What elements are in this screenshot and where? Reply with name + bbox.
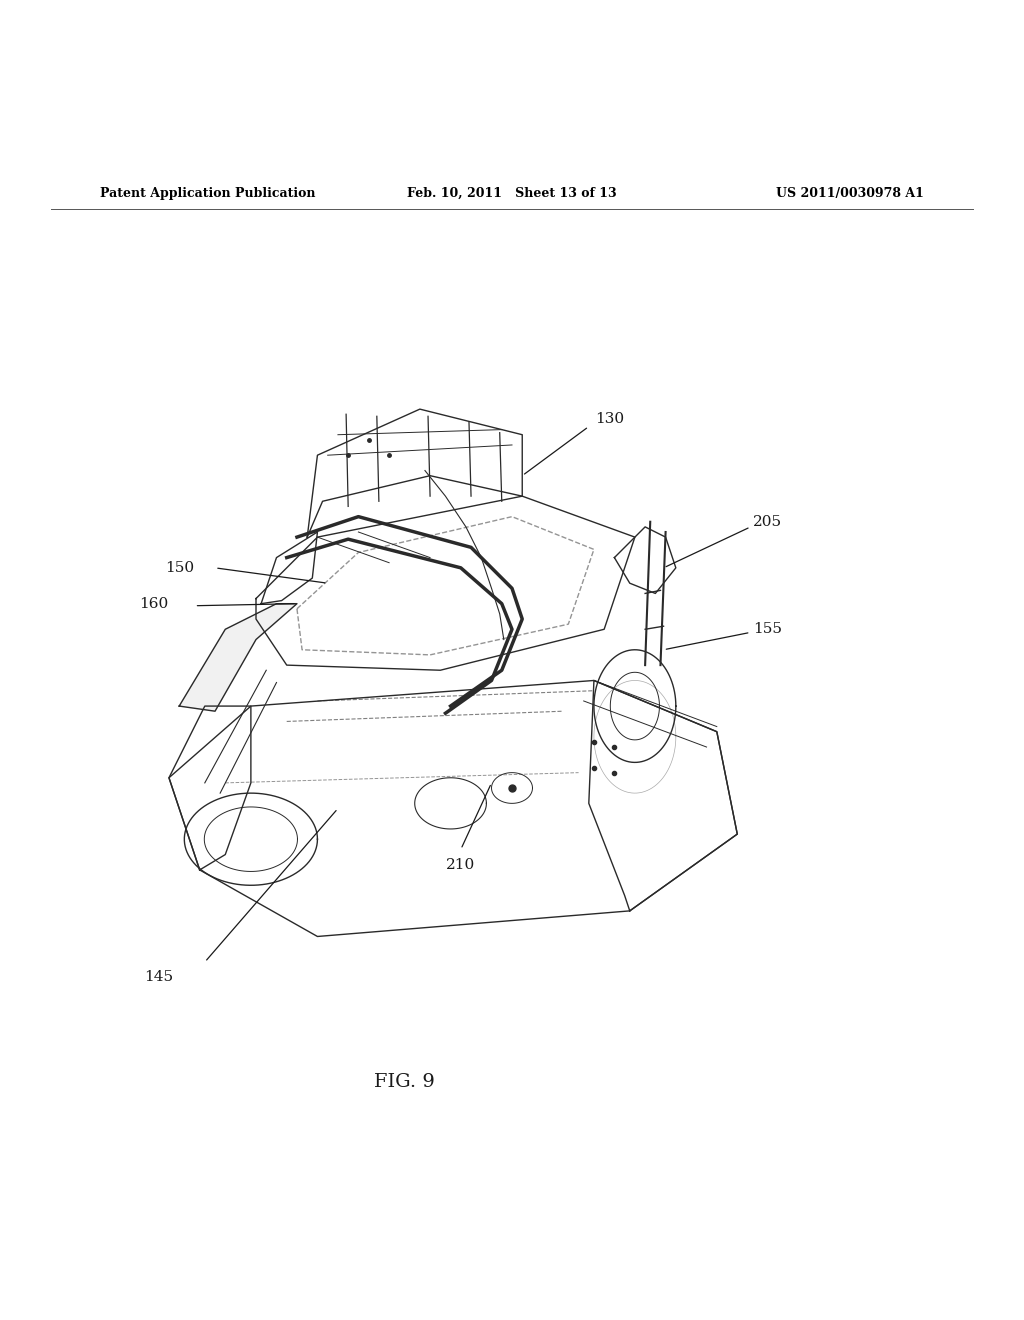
Text: US 2011/0030978 A1: US 2011/0030978 A1	[776, 186, 924, 199]
Text: 160: 160	[139, 597, 168, 611]
Text: 150: 150	[165, 561, 194, 574]
Text: 210: 210	[446, 858, 475, 871]
Text: 155: 155	[754, 622, 782, 636]
Text: Patent Application Publication: Patent Application Publication	[100, 186, 315, 199]
Text: 205: 205	[754, 515, 782, 529]
Text: FIG. 9: FIG. 9	[374, 1073, 435, 1090]
Text: 145: 145	[144, 970, 173, 985]
Polygon shape	[179, 603, 297, 711]
Text: Feb. 10, 2011   Sheet 13 of 13: Feb. 10, 2011 Sheet 13 of 13	[408, 186, 616, 199]
Text: 130: 130	[595, 412, 624, 426]
